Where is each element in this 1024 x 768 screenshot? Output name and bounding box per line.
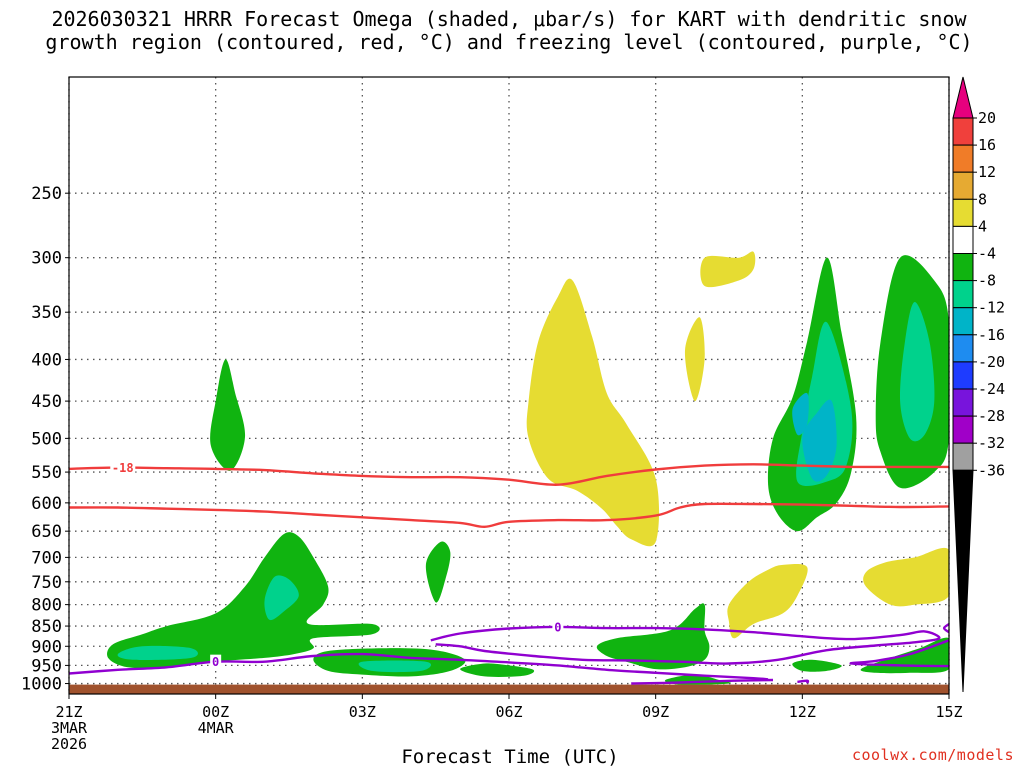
freezing-level-contour-label-0: 0 [212,655,219,669]
omega-region-4-20 [684,317,705,402]
omega-region-m16-17 [792,392,809,436]
colorbar-bin-2 [952,144,974,173]
omega-region-m8-0 [210,359,246,471]
omega-region-m16-16 [802,399,837,482]
colorbar-label-8: -16 [978,326,1005,344]
ground-fill [69,684,949,694]
y-tick-label-550: 550 [31,463,62,483]
colorbar-label-0: 20 [978,109,996,127]
colorbar-cap-bottom [952,469,974,693]
freezing-level-contour-2 [849,639,949,668]
y-tick-label-400: 400 [31,350,62,370]
freezing-level-contour-4 [797,679,810,684]
colorbar-bin-4 [952,198,974,227]
y-tick-label-250: 250 [31,184,62,204]
y-tick-label-900: 900 [31,637,62,657]
x-tick-label-18-0: 15Z [935,703,962,721]
freezing-level-contour-1 [430,625,941,665]
colorbar-label-9: -20 [978,353,1005,371]
colorbar-bin-1 [952,117,974,146]
y-tick-label-700: 700 [31,548,62,568]
x-tick-label-0-0: 21Z [55,703,82,721]
y-tick-label-850: 850 [31,617,62,637]
chart-title: 2026030321 HRRR Forecast Omega (shaded, … [0,8,1018,54]
y-tick-label-750: 750 [31,573,62,593]
y-tick-label-950: 950 [31,656,62,676]
freezing-level-contour-label-bg-1 [552,619,564,634]
y-tick-label-450: 450 [31,392,62,412]
freezing-level-contour-3 [631,678,774,685]
omega-region-m8-3 [460,663,535,677]
colorbar-bin-12 [952,415,974,444]
colorbar-bin-7 [952,280,974,309]
omega-region-m12-11 [117,645,198,661]
x-axis-title: Forecast Time (UTC) [401,746,618,768]
y-tick-label-1000: 1000 [21,675,62,695]
y-tick-label-650: 650 [31,522,62,542]
chart-title-line2: growth region (contoured, red, °C) and f… [45,30,973,54]
omega-region-m12-12 [264,575,299,621]
dgz-contour-label-bg-0 [110,460,136,475]
colorbar-label-4: 4 [978,217,987,235]
colorbar-cap-top [952,76,974,119]
colorbar-bin-6 [952,253,974,282]
y-tick-label-500: 500 [31,429,62,449]
credit-label: coolwx.com/models [852,746,1014,764]
omega-region-m12-15 [899,302,935,442]
omega-region-m8-4 [425,541,451,603]
freezing-level-contour-label-1: 0 [554,620,561,634]
omega-region-m8-5 [596,603,710,670]
colorbar-bin-5 [952,225,974,254]
colorbar-label-7: -12 [978,299,1005,317]
dgz-contour-label-0: -18 [112,461,134,475]
colorbar-label-11: -28 [978,407,1005,425]
omega-shading [107,251,949,685]
colorbar-bin-13 [952,442,974,471]
temperature-contours: -18 0 0 [69,460,949,685]
freezing-level-contour-label-bg-0 [210,654,222,669]
colorbar-label-13: -36 [978,461,1005,479]
x-tick-label-0-1: 3MAR [51,719,88,737]
freezing-level-contour-5 [942,623,949,634]
x-tick-label-3-0: 00Z [202,703,229,721]
freezing-level-contour-0 [69,652,769,681]
colorbar-bin-10 [952,361,974,390]
colorbar-label-12: -32 [978,434,1005,452]
colorbar-label-2: 12 [978,163,996,181]
x-tick-label-15-0: 12Z [789,703,816,721]
y-tick-label-300: 300 [31,249,62,269]
omega-region-4-22 [863,547,949,607]
x-tick-label-12-0: 09Z [642,703,669,721]
dgz-contour-1 [69,502,949,529]
omega-region-4-19 [700,251,756,288]
colorbar-label-3: 8 [978,190,987,208]
omega-region-4-18 [526,278,660,547]
colorbar-label-6: -8 [978,272,996,290]
omega-region-4-21 [727,564,808,639]
colorbar-label-10: -24 [978,380,1005,398]
colorbar-bin-11 [952,388,974,417]
dgz-contour-0 [69,463,949,486]
y-axis: 2503003504004505005506006507007508008509… [21,184,69,695]
colorbar-bin-3 [952,171,974,200]
colorbar-label-5: -4 [978,245,996,263]
x-tick-label-3-1: 4MAR [198,719,235,737]
x-tick-label-9-0: 06Z [495,703,522,721]
colorbar-bin-9 [952,334,974,363]
omega-region-m12-13 [358,660,432,673]
colorbar-bin-8 [952,307,974,336]
colorbar-label-1: 16 [978,136,996,154]
ground-layer [69,684,949,694]
y-tick-label-600: 600 [31,494,62,514]
y-tick-label-800: 800 [31,596,62,616]
omega-region-m8-1 [107,532,380,669]
x-tick-label-0-2: 2026 [51,735,87,753]
chart-title-line1: 2026030321 HRRR Forecast Omega (shaded, … [51,7,967,31]
x-tick-label-6-0: 03Z [349,703,376,721]
colorbar: 20 16 12 8 4 -4 -8 -12 -16 -20 -24 -28 -32 -36 [952,76,1005,693]
y-tick-label-350: 350 [31,303,62,323]
omega-region-m8-7 [792,659,842,672]
